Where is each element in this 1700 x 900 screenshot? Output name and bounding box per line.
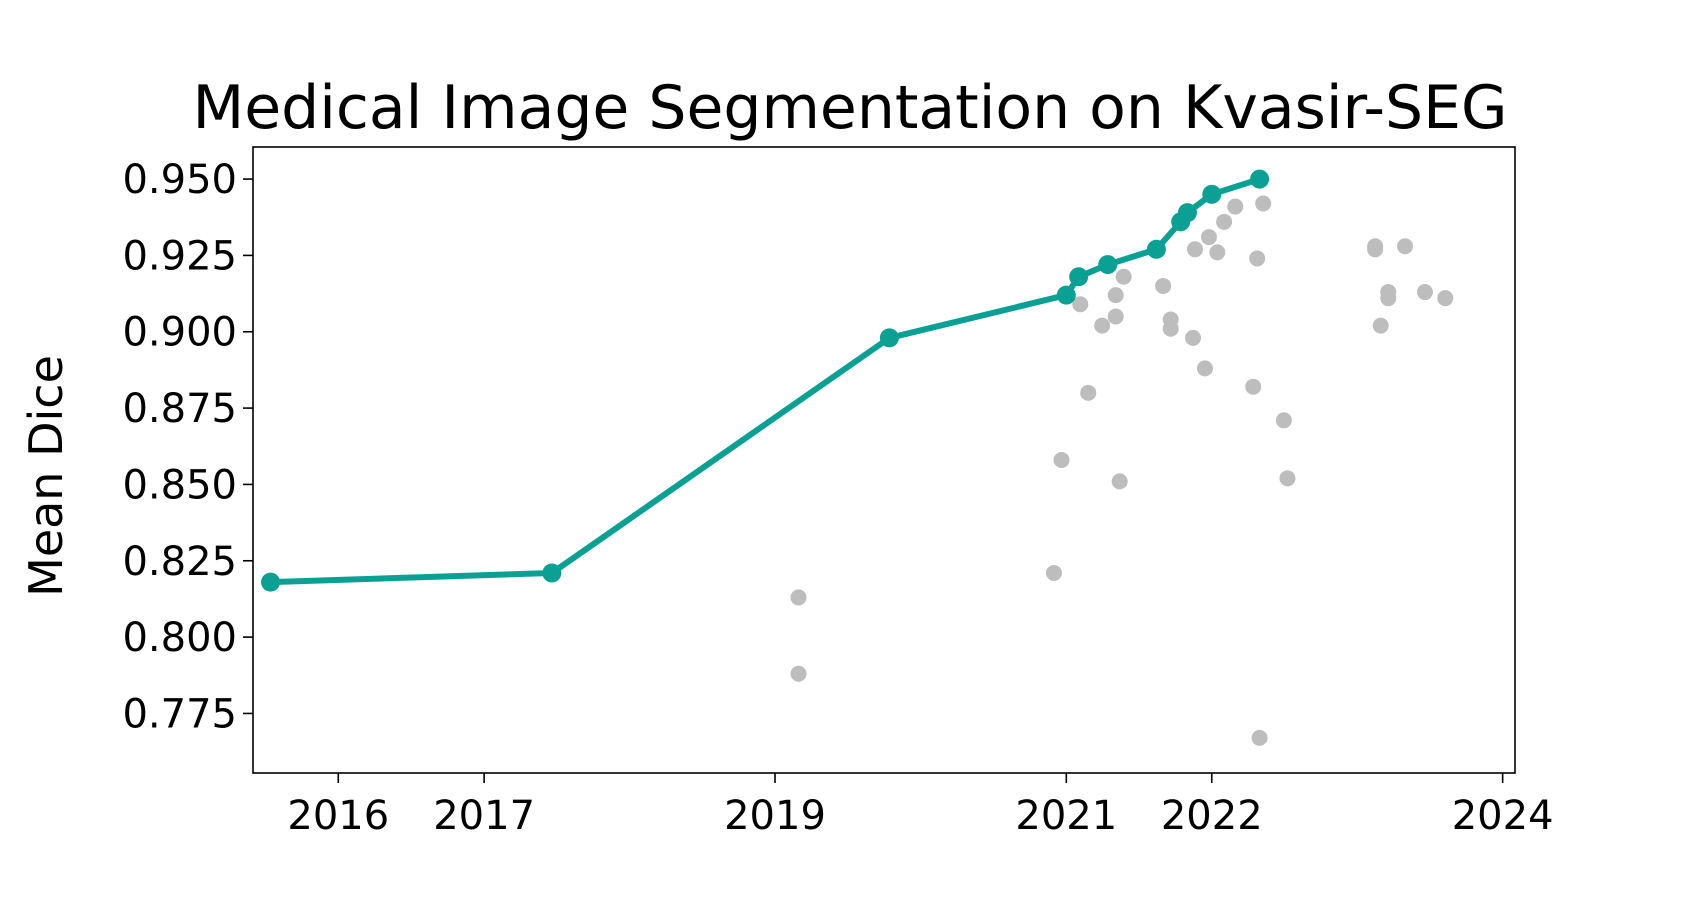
plot-frame <box>252 146 1516 774</box>
other-submission-point <box>1187 241 1204 258</box>
other-submission-point <box>1216 213 1233 230</box>
sota-point <box>261 572 281 592</box>
other-submission-point <box>1275 412 1292 429</box>
other-submission-point <box>1162 320 1179 337</box>
y-tick-label: 0.850 <box>122 462 237 508</box>
sota-point <box>1146 239 1166 259</box>
other-submission-point <box>1111 473 1128 490</box>
y-axis-label: Mean Dice <box>19 355 73 597</box>
y-tick-label: 0.925 <box>122 233 237 279</box>
other-submission-point <box>1245 378 1262 395</box>
other-submission-point <box>1437 290 1454 307</box>
axes: 0.775 0.800 0.825 0.850 0.875 0.900 0.925 0.950… <box>122 157 1553 839</box>
other-submission-point <box>1045 564 1062 581</box>
other-submission-point <box>790 665 807 682</box>
chart-title: Medical Image Segmentation on Kvasir-SEG <box>192 73 1507 143</box>
x-tick-label: 2021 <box>1015 793 1117 839</box>
other-submission-point <box>1072 296 1089 313</box>
y-tick-label: 0.825 <box>122 539 237 585</box>
sota-point <box>1250 169 1270 189</box>
other-submission-point <box>1251 729 1268 746</box>
y-tick-label: 0.875 <box>122 386 237 432</box>
x-tick-label: 2016 <box>287 793 389 839</box>
other-submission-point <box>1249 250 1266 267</box>
sota-point <box>1056 285 1076 305</box>
other-submission-point <box>1372 317 1389 334</box>
x-tick-label: 2019 <box>724 793 826 839</box>
y-tick-label: 0.800 <box>122 615 237 661</box>
other-submission-point <box>1107 287 1124 304</box>
other-submission-point <box>1053 452 1070 468</box>
other-submission-point <box>1200 229 1217 246</box>
y-tick-label: 0.775 <box>122 691 237 737</box>
sota-point <box>1177 203 1197 223</box>
y-tick-label: 0.900 <box>122 310 237 356</box>
plot-marks <box>261 169 1454 746</box>
plot-area-background <box>253 147 1515 773</box>
x-tick-label: 2017 <box>433 793 535 839</box>
other-submission-point <box>1080 384 1097 401</box>
other-submission-point <box>1196 360 1213 377</box>
other-submission-point <box>1107 308 1124 325</box>
sota-point <box>1098 255 1118 275</box>
x-tick-label: 2022 <box>1161 793 1263 839</box>
other-submission-point <box>1416 284 1433 301</box>
other-submission-point <box>1155 277 1172 294</box>
other-submission-point <box>1255 195 1272 212</box>
other-submission-point <box>1380 290 1397 307</box>
other-submission-point <box>1115 268 1132 285</box>
other-submission-point <box>1209 244 1226 261</box>
other-submission-point <box>1094 317 1111 334</box>
other-submission-point <box>1279 470 1296 487</box>
sota-point <box>542 563 562 583</box>
sota-point <box>879 328 899 348</box>
other-submission-point <box>790 589 807 606</box>
x-tick-label: 2024 <box>1452 793 1554 839</box>
other-submission-point <box>1397 238 1414 255</box>
other-submission-point <box>1227 198 1244 215</box>
other-submission-point <box>1367 238 1384 255</box>
sota-point <box>1202 184 1222 204</box>
other-submission-point <box>1185 329 1202 346</box>
sota-point <box>1069 267 1089 287</box>
y-tick-label: 0.950 <box>122 157 237 203</box>
